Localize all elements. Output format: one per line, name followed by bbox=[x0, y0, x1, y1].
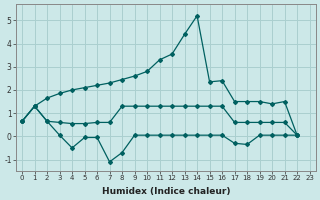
X-axis label: Humidex (Indice chaleur): Humidex (Indice chaleur) bbox=[101, 187, 230, 196]
